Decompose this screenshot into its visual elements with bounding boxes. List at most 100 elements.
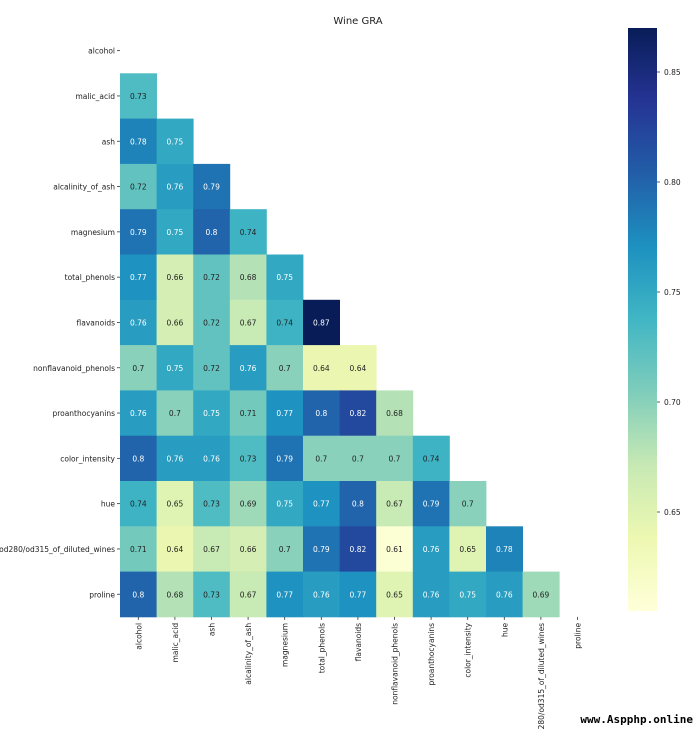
heatmap-cell [412, 571, 450, 618]
cell-value-label: 0.8 [352, 500, 364, 509]
cell-value-label: 0.73 [240, 454, 257, 463]
cell-value-label: 0.61 [386, 545, 403, 554]
cell-value-label: 0.79 [276, 454, 293, 463]
cell-value-label: 0.71 [130, 545, 147, 554]
heatmap-cell [229, 390, 267, 437]
heatmap-cell [486, 526, 523, 572]
cell-value-label: 0.74 [240, 228, 257, 237]
heatmap-cell [229, 299, 267, 346]
heatmap-cell [266, 435, 304, 482]
cell-value-label: 0.76 [313, 590, 330, 599]
heatmap-cell [120, 390, 157, 437]
heatmap-cell [193, 345, 231, 391]
heatmap-cell [120, 209, 157, 255]
heatmap-cell [156, 571, 194, 618]
heatmap-cell [229, 254, 267, 301]
cell-value-label: 0.77 [350, 590, 367, 599]
heatmap-cell [156, 526, 194, 572]
cell-value-label: 0.77 [276, 590, 293, 599]
x-tick-label: malic_acid [171, 623, 180, 663]
cell-value-label: 0.64 [350, 364, 367, 373]
y-tick-label: magnesium [71, 228, 115, 237]
cell-value-label: 0.77 [276, 409, 293, 418]
cell-value-label: 0.75 [276, 273, 293, 282]
heatmap-cell [193, 481, 231, 527]
heatmap-cell [193, 163, 231, 210]
heatmap-cell [303, 435, 340, 482]
heatmap-cell [339, 526, 377, 572]
heatmap-cell [229, 345, 267, 391]
chart-title: Wine GRA [333, 16, 382, 27]
watermark: www.Aspphp.online [577, 713, 696, 726]
heatmap-cell [266, 526, 304, 572]
cell-value-label: 0.75 [203, 409, 220, 418]
heatmap-cell [120, 73, 157, 119]
y-tick-label: proline [89, 590, 115, 599]
colorbar-tick-label: 0.70 [664, 398, 681, 407]
cell-value-label: 0.65 [167, 500, 184, 509]
cell-value-label: 0.76 [496, 590, 513, 599]
heatmap-cell [486, 571, 523, 618]
heatmap-cell [193, 299, 231, 346]
heatmap-cell [193, 254, 231, 301]
heatmap-cell [156, 209, 194, 255]
cell-value-label: 0.79 [313, 545, 330, 554]
heatmap-cell [229, 481, 267, 527]
cell-value-label: 0.76 [203, 454, 220, 463]
heatmap-cell [193, 390, 231, 437]
y-tick-label: nonflavanoid_phenols [33, 364, 115, 373]
heatmap-cell [339, 571, 377, 618]
cell-value-label: 0.65 [386, 590, 403, 599]
cell-value-label: 0.7 [462, 500, 474, 509]
cell-value-label: 0.66 [167, 273, 184, 282]
cell-value-label: 0.8 [132, 590, 144, 599]
cell-value-label: 0.73 [203, 590, 220, 599]
heatmap-cell [303, 345, 340, 391]
cell-value-label: 0.69 [533, 590, 550, 599]
heatmap-cell [339, 435, 377, 482]
heatmap-cell [156, 481, 194, 527]
cell-value-label: 0.74 [423, 454, 440, 463]
cell-value-label: 0.72 [203, 273, 220, 282]
cell-value-label: 0.67 [240, 318, 257, 327]
cell-value-label: 0.76 [130, 318, 147, 327]
cell-value-label: 0.71 [240, 409, 257, 418]
heatmap-cell [120, 299, 157, 346]
cell-value-label: 0.74 [276, 318, 293, 327]
y-tick-label: flavanoids [77, 318, 116, 327]
heatmap-cell [156, 299, 194, 346]
heatmap-cell [376, 526, 414, 572]
heatmap-cell [120, 481, 157, 527]
cell-value-label: 0.77 [313, 500, 330, 509]
heatmap-cell [303, 299, 340, 346]
heatmap-cell [266, 390, 304, 437]
cell-value-label: 0.66 [240, 545, 257, 554]
cell-value-label: 0.82 [350, 545, 367, 554]
heatmap-cell [339, 481, 377, 527]
heatmap-cells: 0.73 0.78 0.75 0.72 0.76 0.79 0.79 0.75 0.8 0.74 0… [120, 73, 560, 618]
x-tick-label: hue [500, 623, 509, 638]
cell-value-label: 0.76 [167, 183, 184, 192]
heatmap-cell [266, 571, 304, 618]
heatmap-cell [120, 163, 157, 210]
cell-value-label: 0.74 [130, 500, 147, 509]
heatmap-cell [303, 526, 340, 572]
cell-value-label: 0.79 [203, 183, 220, 192]
heatmap-cell [266, 254, 304, 301]
cell-value-label: 0.79 [423, 500, 440, 509]
heatmap-cell [376, 481, 414, 527]
cell-value-label: 0.7 [169, 409, 181, 418]
cell-value-label: 0.75 [276, 500, 293, 509]
heatmap-cell [120, 435, 157, 482]
x-tick-label: proline [574, 623, 583, 649]
heatmap-cell [376, 571, 414, 618]
heatmap-cell [449, 571, 487, 618]
y-tick-label: proanthocyanins [52, 409, 115, 418]
y-tick-label: color_intensity [60, 454, 115, 463]
y-tick-label: alcohol [88, 47, 115, 56]
cell-value-label: 0.64 [167, 545, 184, 554]
heatmap-cell [156, 163, 194, 210]
heatmap-cell [120, 526, 157, 572]
cell-value-label: 0.78 [130, 137, 147, 146]
